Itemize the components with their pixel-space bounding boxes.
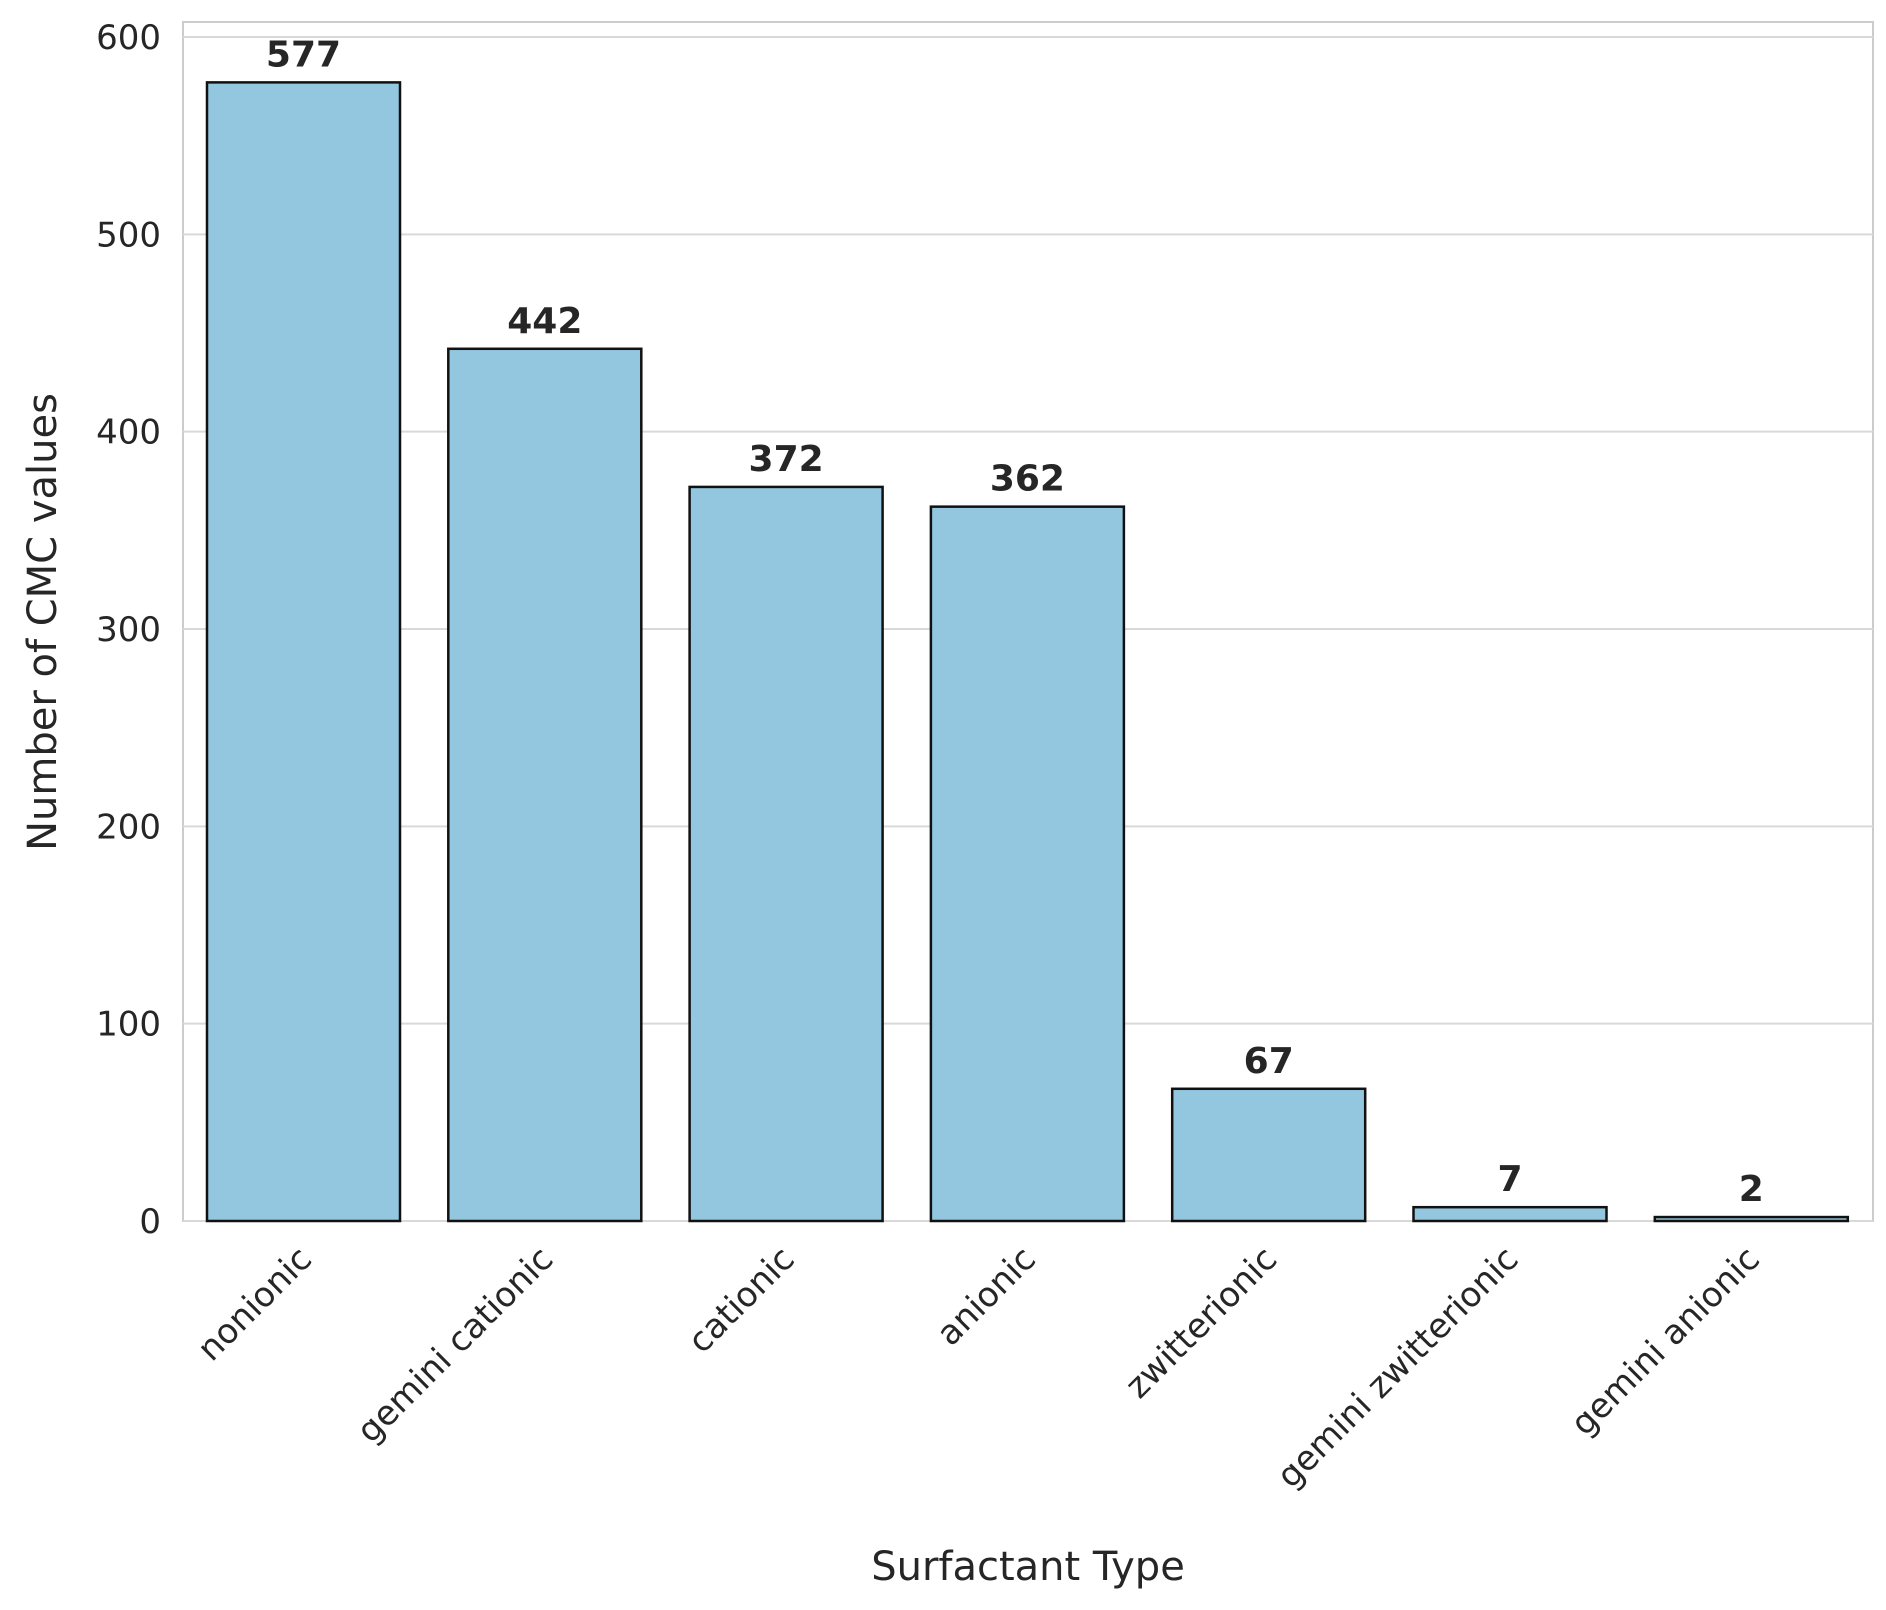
bar: [1170, 1087, 1367, 1223]
bar-value-label: 67: [1244, 1041, 1294, 1082]
x-tick-label: gemini cationic: [349, 1239, 561, 1451]
bar: [205, 81, 402, 1223]
x-tick-label: nonionic: [190, 1239, 320, 1369]
bar: [1653, 1215, 1850, 1223]
y-axis-label: Number of CMC values: [20, 393, 66, 851]
y-tick-label: 100: [96, 1005, 161, 1045]
x-tick-label: zwitterionic: [1118, 1239, 1285, 1406]
y-tick-label: 400: [96, 413, 161, 453]
bar-value-label: 372: [749, 439, 824, 480]
x-tick-label: gemini anionic: [1563, 1239, 1767, 1443]
bar-value-label: 442: [507, 301, 582, 342]
bar-value-label: 2: [1739, 1169, 1764, 1210]
x-tick-label: cationic: [680, 1239, 802, 1361]
bar: [688, 485, 884, 1223]
y-tick-label: 600: [96, 18, 161, 58]
bar: [447, 347, 643, 1223]
x-axis-label: Surfactant Type: [871, 1544, 1185, 1590]
bar-value-label: 7: [1497, 1159, 1522, 1200]
y-tick-label: 200: [96, 807, 161, 847]
y-tick-label: 500: [96, 215, 161, 255]
y-tick-label: 0: [139, 1202, 161, 1242]
bar-value-label: 362: [990, 459, 1065, 500]
bar: [929, 505, 1126, 1223]
y-tick-labels: 0 100 200 300 400 500 600: [96, 18, 161, 1242]
y-tick-label: 300: [96, 610, 161, 650]
bar-value-label: 577: [266, 34, 341, 75]
bar-value-labels: 577 442 372 362 67 7 2: [266, 34, 1764, 1210]
x-tick-label: gemini zwitterionic: [1269, 1239, 1526, 1496]
x-tick-labels: nonionic gemini cationic cationic anionic zw…: [190, 1239, 1768, 1496]
x-tick-label: anionic: [929, 1239, 1044, 1354]
bars: [205, 81, 1850, 1223]
bar: [1412, 1205, 1608, 1223]
